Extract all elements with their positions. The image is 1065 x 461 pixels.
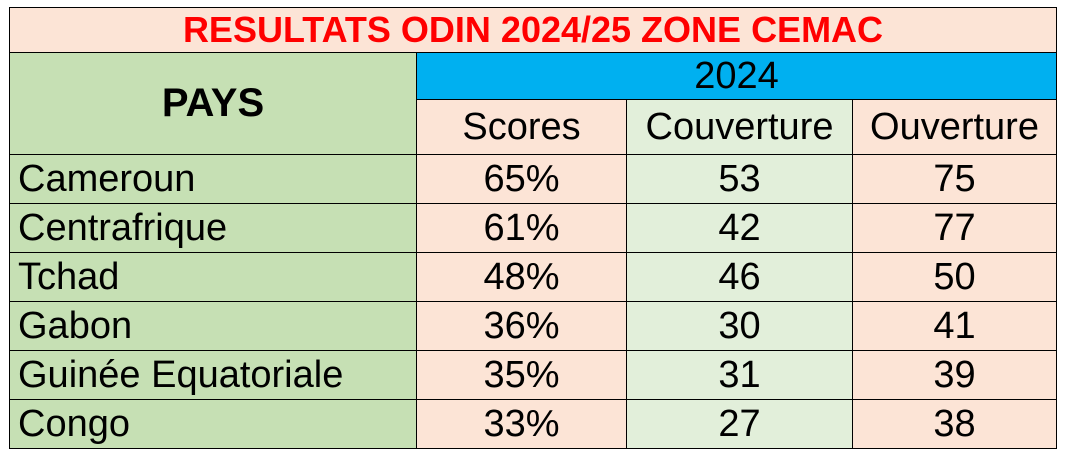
ouverture-cell: 39 — [852, 350, 1057, 400]
table-row: Gabon 36% 30 41 — [9, 301, 1057, 351]
table-row: Cameroun 65% 53 75 — [9, 154, 1057, 204]
ouverture-cell: 75 — [852, 154, 1057, 204]
country-cell: Cameroun — [9, 154, 417, 204]
score-cell: 65% — [416, 154, 627, 204]
score-cell: 35% — [416, 350, 627, 400]
table-row: Congo 33% 27 38 — [9, 399, 1057, 449]
year-header: 2024 — [416, 52, 1057, 100]
pays-header: PAYS — [9, 52, 417, 155]
table-row: Tchad 48% 46 50 — [9, 252, 1057, 302]
results-table: RESULTATS ODIN 2024/25 ZONE CEMAC PAYS 2… — [9, 7, 1057, 449]
ouverture-cell: 77 — [852, 203, 1057, 253]
score-cell: 36% — [416, 301, 627, 351]
column-header-ouverture: Ouverture — [852, 99, 1057, 155]
ouverture-cell: 38 — [852, 399, 1057, 449]
score-cell: 33% — [416, 399, 627, 449]
couverture-cell: 31 — [626, 350, 853, 400]
country-cell: Congo — [9, 399, 417, 449]
couverture-cell: 46 — [626, 252, 853, 302]
ouverture-cell: 41 — [852, 301, 1057, 351]
country-cell: Guinée Equatoriale — [9, 350, 417, 400]
score-cell: 61% — [416, 203, 627, 253]
country-cell: Centrafrique — [9, 203, 417, 253]
table-row: Centrafrique 61% 42 77 — [9, 203, 1057, 253]
country-cell: Gabon — [9, 301, 417, 351]
couverture-cell: 42 — [626, 203, 853, 253]
column-header-scores: Scores — [416, 99, 627, 155]
table-row: Guinée Equatoriale 35% 31 39 — [9, 350, 1057, 400]
ouverture-cell: 50 — [852, 252, 1057, 302]
country-cell: Tchad — [9, 252, 417, 302]
column-header-couverture: Couverture — [626, 99, 853, 155]
couverture-cell: 30 — [626, 301, 853, 351]
couverture-cell: 53 — [626, 154, 853, 204]
couverture-cell: 27 — [626, 399, 853, 449]
table-title: RESULTATS ODIN 2024/25 ZONE CEMAC — [9, 7, 1057, 53]
score-cell: 48% — [416, 252, 627, 302]
